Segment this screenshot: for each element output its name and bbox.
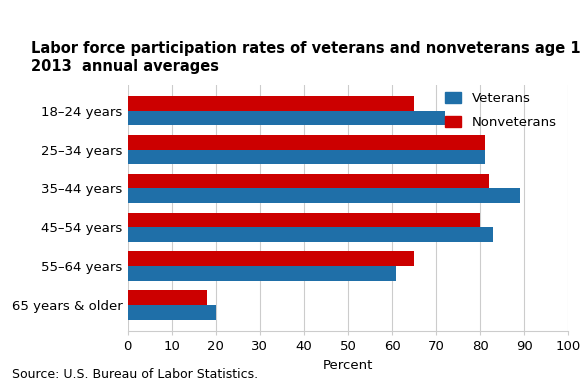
Bar xyxy=(128,290,207,305)
Bar xyxy=(128,135,485,149)
X-axis label: Percent: Percent xyxy=(323,359,373,372)
Text: Source: U.S. Bureau of Labor Statistics.: Source: U.S. Bureau of Labor Statistics. xyxy=(12,368,258,381)
Bar xyxy=(128,305,216,320)
Bar xyxy=(128,188,520,203)
Bar xyxy=(128,110,445,126)
Bar xyxy=(128,96,414,110)
Text: Labor force participation rates of veterans and nonveterans age 18 and older, by: Labor force participation rates of veter… xyxy=(31,42,580,74)
Bar xyxy=(128,213,480,228)
Legend: Veterans, Nonveterans: Veterans, Nonveterans xyxy=(440,86,562,134)
Bar xyxy=(128,228,494,242)
Bar xyxy=(128,174,489,188)
Bar xyxy=(128,266,397,281)
Bar xyxy=(128,149,485,164)
Bar xyxy=(128,251,414,266)
